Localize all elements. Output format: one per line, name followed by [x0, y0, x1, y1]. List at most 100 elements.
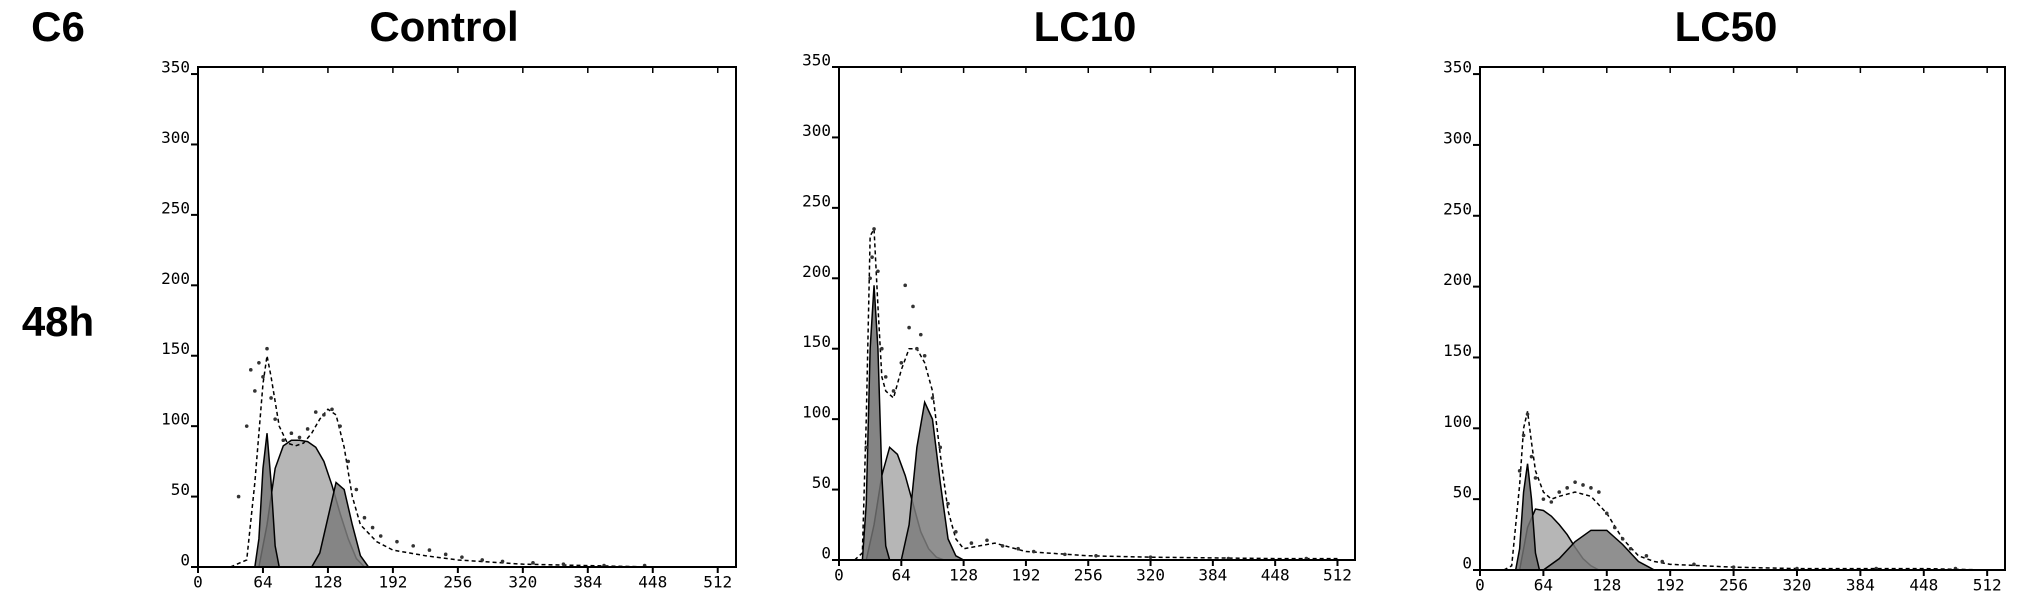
data-point: [1549, 500, 1554, 504]
data-point: [911, 304, 915, 309]
data-point: [868, 276, 872, 281]
y-tick-label: 250: [161, 198, 190, 217]
data-point: [330, 407, 334, 412]
fit-curve: [854, 226, 1338, 561]
data-point: [1604, 511, 1609, 516]
x-tick-label: 384: [1198, 566, 1227, 585]
x-tick-label: 192: [378, 573, 407, 592]
y-tick-label: 200: [161, 269, 190, 288]
data-point: [244, 424, 249, 428]
data-point: [880, 346, 884, 351]
data-point: [427, 548, 432, 552]
y-tick-label: 200: [1443, 270, 1472, 289]
y-tick-label: 250: [1443, 199, 1472, 218]
data-point: [1529, 454, 1534, 459]
data-point: [1660, 559, 1665, 564]
y-tick-label: 0: [1462, 554, 1472, 573]
data-point: [922, 353, 927, 358]
fit-curve: [1503, 411, 1988, 571]
chart-title: Control: [369, 3, 518, 50]
data-point: [1517, 469, 1522, 473]
data-point: [1565, 486, 1569, 490]
data-point: [872, 227, 876, 231]
data-point: [1148, 555, 1153, 559]
data-point: [876, 269, 880, 274]
x-tick-label: 256: [1719, 576, 1748, 595]
phase-area: [1514, 463, 1541, 571]
data-point: [1525, 412, 1530, 416]
x-tick-label: 0: [193, 573, 203, 592]
row-label: 48h: [22, 298, 94, 345]
x-tick-label: 448: [638, 573, 667, 592]
data-point: [297, 435, 302, 440]
data-point: [443, 552, 448, 557]
data-point: [903, 283, 908, 288]
x-tick-label: 512: [1323, 566, 1352, 585]
data-point: [411, 544, 416, 548]
data-point: [1581, 483, 1585, 487]
data-point: [480, 558, 485, 562]
data-point: [1094, 553, 1098, 558]
x-tick-label: 256: [1074, 566, 1103, 585]
data-point: [269, 396, 273, 400]
data-point: [899, 361, 904, 365]
plot-frame: [1479, 66, 2006, 571]
data-point: [891, 389, 896, 393]
y-tick-label: 350: [161, 58, 190, 77]
y-tick-label: 350: [1443, 58, 1472, 77]
data-point: [907, 325, 911, 330]
data-point: [1597, 490, 1601, 494]
y-tick-label: 100: [1443, 412, 1472, 431]
y-tick-label: 350: [802, 51, 831, 70]
data-point: [248, 368, 253, 372]
y-tick-label: 0: [180, 551, 190, 570]
data-point: [1521, 433, 1526, 438]
x-tick-label: 64: [892, 566, 911, 585]
data-point: [1628, 546, 1633, 551]
y-tick-label: 150: [1443, 341, 1472, 360]
x-tick-label: 128: [949, 566, 978, 585]
data-point: [946, 501, 950, 506]
data-point: [1620, 537, 1625, 541]
data-point: [1063, 552, 1067, 557]
data-point: [864, 445, 869, 450]
data-point: [346, 459, 351, 464]
y-tick-label: 300: [161, 128, 190, 147]
data-point: [281, 438, 286, 443]
phase-area: [900, 399, 964, 561]
data-point: [1573, 480, 1577, 484]
data-point: [460, 555, 464, 559]
data-point: [1589, 486, 1593, 490]
y-tick-label: 200: [802, 262, 831, 281]
data-point: [1016, 546, 1020, 551]
data-point: [395, 539, 399, 544]
x-tick-label: 192: [1011, 566, 1040, 585]
data-point: [938, 445, 943, 450]
data-point: [1533, 476, 1538, 480]
phase-area: [253, 433, 281, 568]
phase-area: [310, 481, 371, 568]
plot-frame: [197, 66, 737, 568]
x-tick-label: 320: [1783, 576, 1812, 595]
data-point: [257, 360, 261, 365]
x-tick-label: 192: [1656, 576, 1685, 595]
chart-title: LC50: [1675, 3, 1778, 50]
plot-frame: [838, 66, 1356, 561]
data-point: [1612, 525, 1617, 530]
y-tick-label: 150: [802, 332, 831, 351]
data-point: [236, 494, 241, 499]
y-tick-label: 300: [802, 121, 831, 140]
x-tick-label: 64: [1534, 576, 1553, 595]
data-point: [985, 538, 989, 543]
x-tick-label: 256: [443, 573, 472, 592]
x-tick-label: 320: [1136, 566, 1165, 585]
corner-label: C6: [31, 3, 85, 50]
data-point: [930, 396, 935, 400]
data-point: [1000, 544, 1005, 548]
phase-area: [1541, 529, 1655, 571]
data-point: [954, 530, 958, 534]
y-tick-label: 300: [1443, 128, 1472, 147]
data-point: [313, 410, 318, 414]
